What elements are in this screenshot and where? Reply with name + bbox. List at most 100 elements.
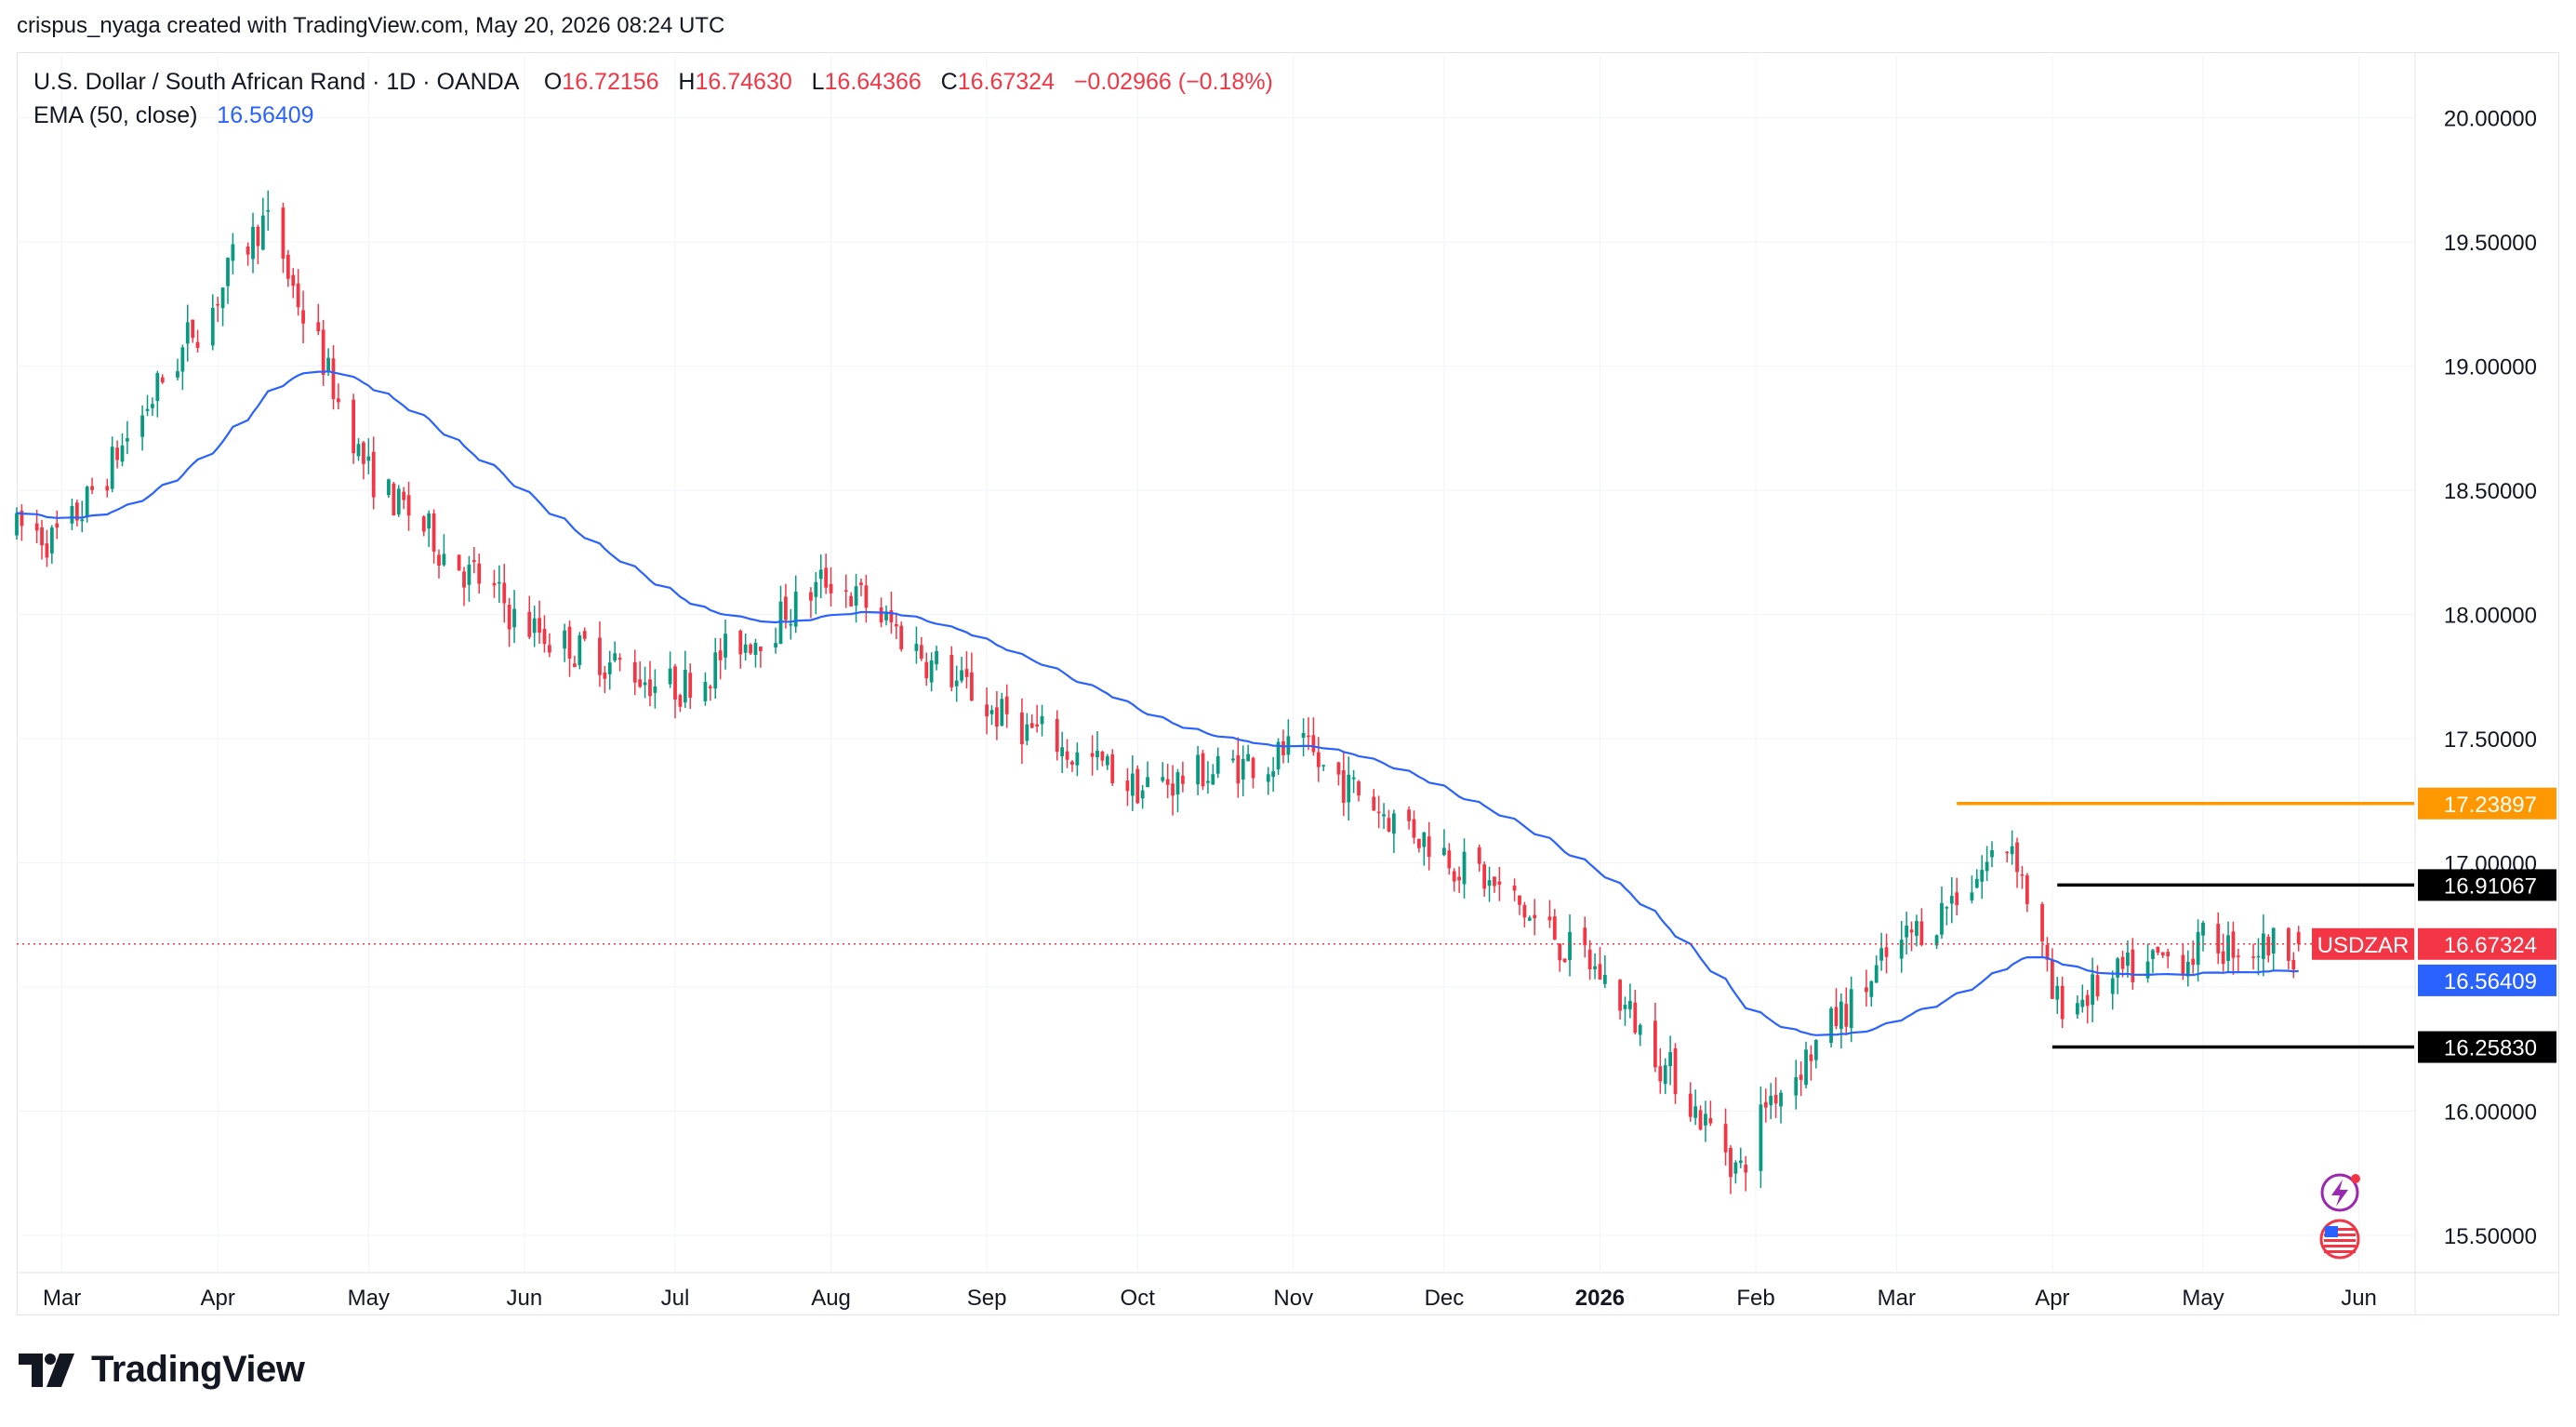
candle-body bbox=[929, 660, 934, 683]
candle-body bbox=[195, 341, 200, 349]
candle-body bbox=[1407, 809, 1411, 821]
candle bbox=[854, 573, 858, 623]
candle bbox=[371, 436, 376, 510]
candle-body bbox=[960, 670, 963, 681]
candle bbox=[1055, 710, 1059, 761]
candle bbox=[1568, 914, 1572, 977]
candle bbox=[1668, 1035, 1673, 1086]
candle-body bbox=[402, 491, 406, 500]
candle-body bbox=[563, 630, 566, 649]
candle-body bbox=[1955, 892, 1959, 906]
candle-body bbox=[1733, 1162, 1738, 1174]
candle-body bbox=[1004, 696, 1009, 714]
chart-frame[interactable] bbox=[17, 52, 2559, 1315]
ema-label: EMA (50, close) bbox=[33, 102, 198, 128]
candle-body bbox=[2296, 931, 2301, 944]
candle bbox=[2131, 938, 2135, 990]
candle-body bbox=[1336, 762, 1341, 775]
candle bbox=[2060, 976, 2065, 1029]
candle-body bbox=[1301, 732, 1306, 738]
candle-body bbox=[437, 554, 441, 567]
candle bbox=[1246, 744, 1251, 762]
candle-body bbox=[90, 486, 94, 490]
candle bbox=[1799, 1061, 1803, 1097]
candle-body bbox=[1281, 740, 1285, 755]
candle-body bbox=[607, 662, 612, 674]
candle bbox=[1834, 988, 1839, 1030]
candle-body bbox=[1547, 916, 1552, 921]
candle bbox=[578, 632, 582, 670]
candle-body bbox=[387, 479, 391, 496]
candle bbox=[1040, 704, 1044, 737]
candle bbox=[15, 507, 19, 540]
candle-body bbox=[2045, 944, 2050, 960]
candle-body bbox=[2015, 842, 2019, 873]
y-tick-label: 18.00000 bbox=[2444, 604, 2537, 629]
candle bbox=[824, 553, 829, 594]
ohlc-legend-row[interactable]: U.S. Dollar / South African Rand · 1D · … bbox=[33, 65, 1273, 99]
candle bbox=[1442, 829, 1446, 857]
candle-body bbox=[1512, 886, 1517, 891]
x-tick-label: Jun bbox=[2341, 1286, 2377, 1311]
chart-legend: U.S. Dollar / South African Rand · 1D · … bbox=[33, 65, 1273, 132]
candle bbox=[392, 481, 396, 516]
candle bbox=[935, 646, 938, 671]
candle bbox=[120, 433, 125, 467]
candle bbox=[2221, 933, 2225, 972]
x-tick-label: May bbox=[2182, 1286, 2224, 1311]
candle-body bbox=[80, 519, 85, 522]
lightning-icon[interactable] bbox=[2320, 1173, 2360, 1212]
candle-body bbox=[2266, 936, 2271, 956]
candle bbox=[753, 638, 758, 668]
candle-body bbox=[547, 645, 551, 653]
price-label-box bbox=[2418, 787, 2556, 820]
candle bbox=[713, 637, 718, 700]
candle bbox=[2201, 920, 2205, 952]
candle bbox=[1029, 714, 1034, 728]
candle-body bbox=[774, 643, 777, 647]
candle bbox=[1915, 914, 1919, 947]
candle-body bbox=[2145, 961, 2150, 979]
candle bbox=[1698, 1105, 1703, 1131]
candle bbox=[1376, 795, 1381, 829]
candle-body bbox=[1100, 751, 1105, 761]
candle-body bbox=[1372, 796, 1376, 811]
candle-body bbox=[1020, 712, 1024, 745]
candle bbox=[1307, 717, 1310, 751]
candle bbox=[231, 233, 235, 274]
candle bbox=[1759, 1086, 1763, 1189]
x-tick-label: Jul bbox=[661, 1286, 690, 1311]
candle bbox=[1215, 747, 1220, 779]
y-tick-label: 19.50000 bbox=[2444, 231, 2537, 256]
candle bbox=[331, 345, 336, 410]
candle bbox=[195, 329, 200, 353]
candle bbox=[1708, 1100, 1713, 1127]
candle-body bbox=[1865, 987, 1868, 993]
candle-body bbox=[567, 626, 572, 659]
candle-body bbox=[34, 523, 39, 531]
candle bbox=[1869, 980, 1874, 1007]
candle-body bbox=[1844, 1004, 1849, 1027]
candle-body bbox=[1919, 921, 1924, 945]
candle-body bbox=[894, 624, 898, 627]
candle-body bbox=[427, 513, 432, 529]
candle bbox=[1180, 761, 1185, 793]
candle-body bbox=[1909, 929, 1914, 933]
tradingview-brand[interactable]: TradingView bbox=[19, 1349, 305, 1391]
candle-body bbox=[829, 583, 833, 593]
candle-body bbox=[226, 258, 230, 287]
candle-body bbox=[1311, 735, 1316, 753]
candle bbox=[256, 224, 260, 265]
candle bbox=[603, 665, 607, 693]
candle bbox=[1884, 933, 1889, 974]
candle bbox=[1985, 846, 1989, 882]
candle bbox=[1110, 749, 1115, 786]
us-flag-icon[interactable] bbox=[2319, 1219, 2360, 1260]
x-tick-label: Nov bbox=[1273, 1286, 1313, 1311]
ema-legend-row[interactable]: EMA (50, close) 16.56409 bbox=[33, 99, 1273, 132]
candle-body bbox=[989, 710, 994, 714]
candle bbox=[2025, 873, 2029, 913]
candle bbox=[442, 534, 446, 567]
candle bbox=[1321, 765, 1326, 771]
